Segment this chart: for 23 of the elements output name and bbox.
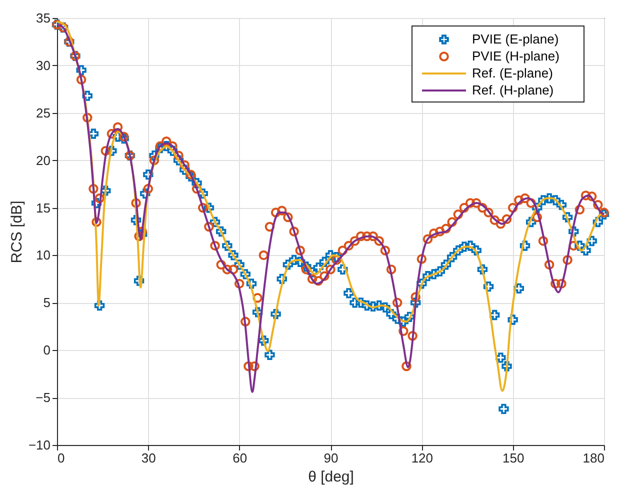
- y-tick-label: −10: [28, 438, 50, 452]
- x-tick-label: 30: [141, 450, 156, 466]
- y-tick-label: 0: [43, 342, 50, 358]
- x-axis-title: θ [deg]: [308, 468, 354, 486]
- x-tick-label: 150: [502, 450, 524, 466]
- y-tick-label: 25: [36, 105, 50, 120]
- y-tick-label: 30: [36, 58, 50, 73]
- y-tick-label: 20: [36, 152, 50, 168]
- y-tick-label: 10: [36, 248, 50, 263]
- x-tick-label: 120: [411, 450, 434, 466]
- legend-label: PVIE (E-plane): [472, 32, 559, 46]
- legend-label: Ref. (H-plane): [472, 82, 554, 98]
- y-tick-label: 5: [43, 295, 50, 310]
- y-axis-title: RCS [dB]: [8, 200, 26, 264]
- y-tick-label: −5: [36, 390, 50, 406]
- x-tick-label: 0: [58, 450, 65, 466]
- y-tick-label: 35: [36, 10, 50, 26]
- x-tick-label: 60: [232, 450, 248, 466]
- legend-label: PVIE (H-plane): [472, 48, 560, 64]
- x-tick-label: 90: [324, 450, 338, 466]
- x-tick-label: 180: [582, 450, 604, 466]
- y-tick-label: 15: [36, 200, 50, 216]
- legend-label: Ref. (E-plane): [472, 66, 553, 80]
